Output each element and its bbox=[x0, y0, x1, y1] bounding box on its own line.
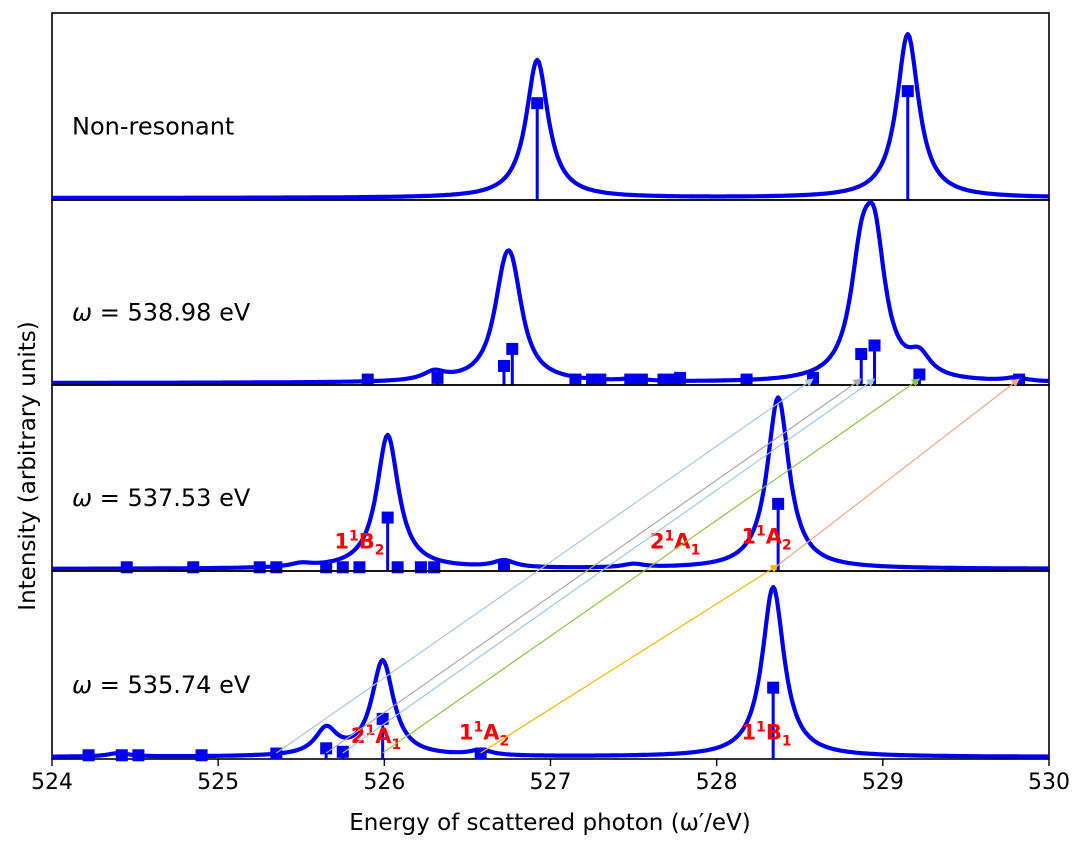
stick-marker bbox=[506, 342, 519, 355]
state-label: 21A1 bbox=[650, 528, 700, 558]
x-tick-label: 526 bbox=[363, 770, 405, 795]
panel-frame bbox=[51, 199, 1050, 386]
state-label: 11A2 bbox=[459, 720, 509, 750]
panel-label: ω = 538.98 eV bbox=[72, 298, 251, 326]
stick-marker bbox=[624, 373, 637, 386]
stick-marker bbox=[474, 747, 487, 760]
panel-2: ω = 537.53 eV 11B2 21A1 11A2 bbox=[51, 384, 1050, 574]
stick-marker bbox=[657, 373, 670, 386]
panel-frame bbox=[51, 570, 1050, 760]
x-tick-label: 529 bbox=[862, 770, 904, 795]
stick-marker bbox=[431, 371, 444, 384]
stick-marker bbox=[253, 561, 266, 574]
stick-marker bbox=[531, 97, 544, 110]
stick-marker bbox=[868, 339, 881, 352]
stick-marker bbox=[115, 749, 128, 762]
stick-marker bbox=[855, 348, 868, 361]
transition-arrow bbox=[382, 378, 921, 754]
x-tick-label: 524 bbox=[31, 770, 73, 795]
stick-marker bbox=[913, 368, 926, 381]
state-label: 11B1 bbox=[741, 720, 791, 750]
transition-arrow bbox=[342, 378, 876, 754]
stick-marker bbox=[497, 559, 510, 572]
stick-marker bbox=[82, 749, 95, 762]
panel-0: Non-resonant bbox=[51, 12, 1050, 201]
x-tick-label: 527 bbox=[530, 770, 572, 795]
panels-group: Non-resonant ω = 538.98 eV ω = 537.53 eV 11… bbox=[51, 12, 1050, 762]
spectrum-curve bbox=[51, 395, 1050, 571]
stick-marker bbox=[132, 749, 145, 762]
x-tick-label: 528 bbox=[696, 770, 738, 795]
stick-marker bbox=[381, 511, 394, 524]
panel-frame bbox=[51, 12, 1050, 201]
stick-marker bbox=[635, 373, 648, 386]
stick-marker bbox=[569, 373, 582, 386]
transition-arrow bbox=[275, 378, 814, 754]
stick-marker bbox=[767, 681, 780, 694]
stick-marker bbox=[594, 373, 607, 386]
x-axis: 524 525 526 527 528 529 530 bbox=[31, 759, 1070, 795]
transition-arrow bbox=[480, 564, 779, 754]
panel-3: ω = 535.74 eV 21A1 11A2 11B1 bbox=[51, 570, 1050, 762]
transition-arrow bbox=[325, 378, 862, 754]
spectrum-curve bbox=[51, 200, 1050, 385]
transition-arrows bbox=[275, 378, 1020, 754]
state-label: 21A1 bbox=[351, 723, 401, 753]
state-label: 11B2 bbox=[334, 528, 384, 558]
stick-marker bbox=[120, 561, 133, 574]
x-axis-label: Energy of scattered photon (ω′/eV) bbox=[349, 810, 751, 836]
panel-label: ω = 535.74 eV bbox=[72, 671, 251, 699]
stick-marker bbox=[901, 85, 914, 98]
y-axis-label: Intensity (arbitrary units) bbox=[15, 321, 41, 610]
stick-marker bbox=[497, 359, 510, 372]
stick-marker bbox=[376, 712, 389, 725]
panel-label: ω = 537.53 eV bbox=[72, 484, 251, 512]
stick-marker bbox=[772, 497, 785, 510]
stick-marker bbox=[740, 373, 753, 386]
stick-marker bbox=[195, 749, 208, 762]
transition-arrow bbox=[777, 378, 1020, 566]
state-label: 11A2 bbox=[741, 523, 791, 553]
stick-marker bbox=[361, 373, 374, 386]
spectrum-curve bbox=[51, 584, 1050, 759]
stick-marker bbox=[674, 371, 687, 384]
panel-1: ω = 538.98 eV bbox=[51, 199, 1050, 386]
stick-marker bbox=[270, 747, 283, 760]
panel-label: Non-resonant bbox=[72, 113, 234, 141]
spectrum-curve bbox=[51, 32, 1050, 200]
x-tick-label: 530 bbox=[1028, 770, 1070, 795]
panel-frame bbox=[51, 384, 1050, 572]
x-tick-label: 525 bbox=[197, 770, 239, 795]
stick-marker bbox=[336, 745, 349, 758]
